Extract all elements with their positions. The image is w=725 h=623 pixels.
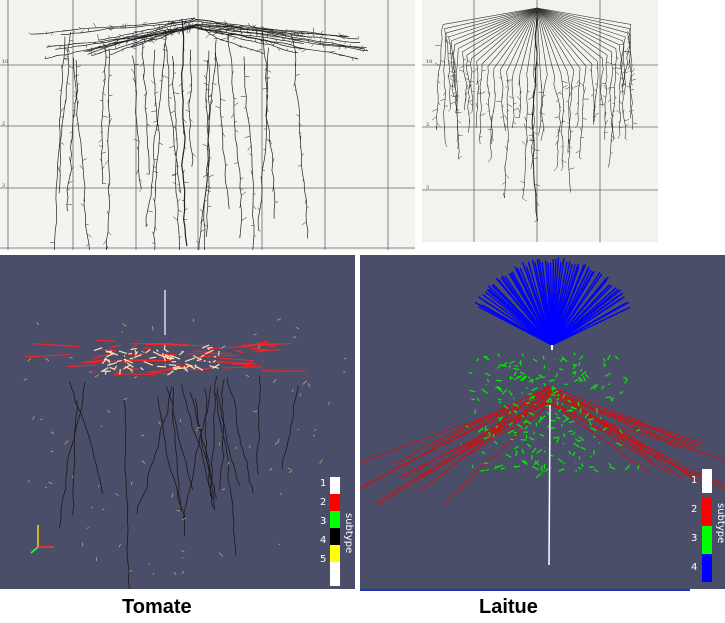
legend-label: 3 [320, 516, 326, 527]
legend-label: 1 [320, 478, 326, 489]
legend-swatch [702, 469, 712, 493]
legend-title: subtype [715, 503, 725, 543]
legend-swatch [330, 545, 340, 562]
tomato-simulation-view[interactable]: 1 2 3 4 5 subtype [0, 255, 355, 589]
simulated-roots [23, 290, 347, 589]
caption-laitue: Laitue [479, 596, 538, 618]
legend-label: 2 [320, 497, 326, 508]
depth-label: 3 [2, 183, 5, 189]
tomato-root-sketch: 10 2 3 [0, 0, 415, 250]
depth-label: 3 [426, 185, 429, 191]
legend-swatch [330, 562, 340, 586]
tomato-sketch-svg: 10 2 3 [0, 0, 415, 250]
legend-label: 5 [320, 554, 326, 565]
legend-label: 1 [691, 475, 697, 486]
lettuce-sim-svg: 1 2 3 4 subtype [360, 257, 725, 582]
legend-label: 4 [320, 535, 326, 546]
legend-color-bar [330, 477, 340, 586]
legend-label: 2 [691, 504, 697, 515]
legend-swatch [330, 477, 340, 494]
depth-label: 10 [426, 59, 432, 65]
legend-label: 3 [691, 533, 697, 544]
legend-swatch [330, 511, 340, 528]
root-strokes [431, 7, 638, 222]
panel-underline [360, 589, 690, 591]
depth-label: 2 [426, 122, 429, 128]
legend-color-bar [702, 469, 712, 582]
depth-label: 2 [2, 121, 5, 127]
lettuce-root-sketch: 10 2 3 [422, 0, 658, 242]
legend-title: subtype [343, 513, 354, 553]
legend-label: 4 [691, 562, 697, 573]
tomato-sim-svg: 1 2 3 4 5 subtype [23, 290, 354, 589]
lettuce-sketch-svg: 10 2 3 [422, 0, 658, 242]
legend-swatch [702, 498, 712, 526]
legend-swatch [702, 554, 712, 582]
legend-swatch [330, 528, 340, 545]
caption-tomate: Tomate [122, 596, 192, 618]
simulated-roots [360, 257, 725, 566]
root-strokes [28, 17, 368, 250]
axes-gizmo [30, 525, 54, 554]
legend-swatch [330, 494, 340, 511]
lettuce-simulation-view[interactable]: 1 2 3 4 subtype [360, 255, 725, 589]
depth-label: 10 [2, 59, 8, 65]
legend-swatch [702, 526, 712, 554]
